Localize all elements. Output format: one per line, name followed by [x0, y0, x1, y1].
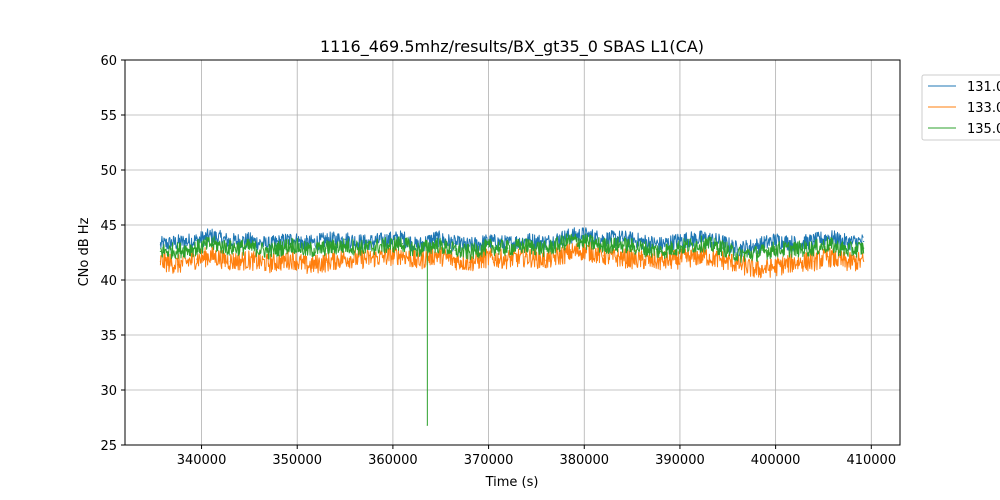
- x-tick-label: 350000: [272, 453, 322, 468]
- x-tick-label: 380000: [559, 453, 609, 468]
- legend: 131.0 133.0 135.0: [921, 74, 1000, 141]
- x-tick-label: 400000: [751, 453, 801, 468]
- x-tick-label: 410000: [846, 453, 896, 468]
- y-tick-label: 55: [100, 109, 117, 124]
- data-point: [159, 250, 162, 252]
- y-tick-label: 50: [100, 164, 117, 179]
- data-point: [863, 240, 865, 243]
- x-tick-label: 390000: [655, 453, 705, 468]
- series-135-0: [159, 233, 865, 426]
- x-tick-label: 340000: [177, 453, 227, 468]
- plot-frame: [124, 59, 901, 446]
- x-tick-label: 370000: [464, 453, 514, 468]
- data-point: [344, 238, 346, 240]
- legend-label-135: 135.0: [967, 122, 1000, 137]
- y-tick-label: 45: [100, 219, 117, 234]
- series-trace: [159, 233, 865, 263]
- x-tick-label: 360000: [368, 453, 418, 468]
- data-point: [401, 243, 404, 245]
- data-point: [487, 246, 490, 248]
- tick-layer: 340000 350000 360000 370000 380000 390000 4000…: [100, 54, 896, 468]
- y-axis-label: CNo dB Hz: [77, 217, 92, 286]
- y-tick-label: 25: [100, 439, 117, 454]
- legend-box: [921, 74, 1000, 141]
- chart-title: 1116_469.5mhz/results/BX_gt35_0 SBAS L1(…: [320, 37, 704, 57]
- legend-label-133: 133.0: [967, 101, 1000, 116]
- y-tick-label: 60: [100, 54, 117, 69]
- data-point: [454, 249, 456, 251]
- series-layer: [159, 227, 865, 426]
- y-tick-label: 40: [100, 274, 117, 289]
- y-tick-label: 30: [100, 384, 117, 399]
- y-tick-label: 35: [100, 329, 117, 344]
- legend-label-131: 131.0: [967, 80, 1000, 95]
- x-axis-label: Time (s): [485, 475, 539, 490]
